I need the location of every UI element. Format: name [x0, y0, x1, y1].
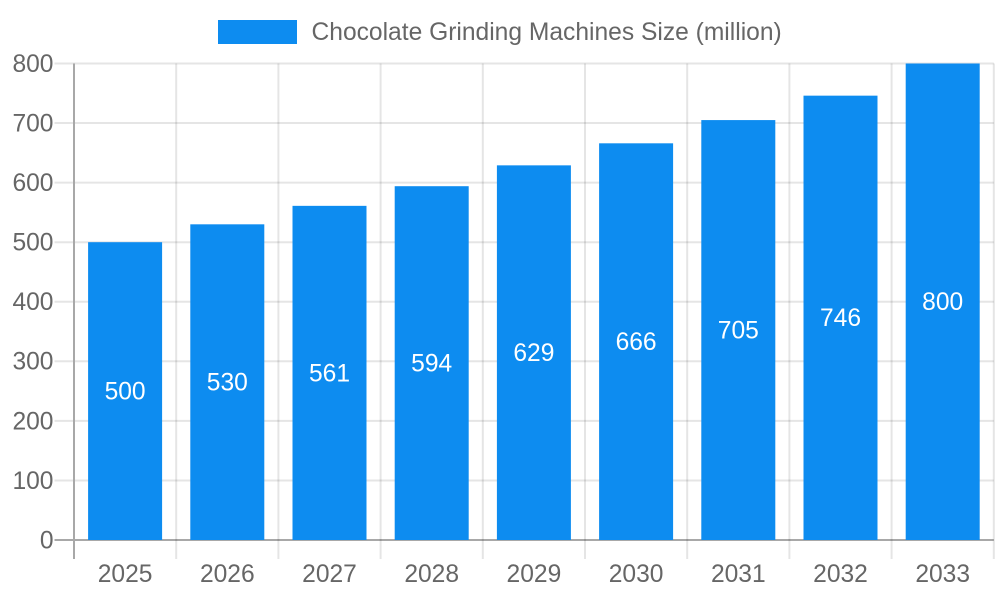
svg-text:800: 800 [922, 289, 963, 316]
svg-text:2028: 2028 [404, 561, 459, 588]
svg-text:0: 0 [40, 527, 54, 554]
svg-text:Chocolate Grinding Machines Si: Chocolate Grinding Machines Size (millio… [312, 19, 782, 46]
svg-text:561: 561 [309, 360, 350, 387]
svg-text:629: 629 [513, 340, 554, 367]
svg-text:200: 200 [12, 408, 53, 435]
svg-text:530: 530 [207, 370, 248, 397]
svg-text:2026: 2026 [200, 561, 255, 588]
svg-text:2030: 2030 [609, 561, 664, 588]
svg-text:666: 666 [616, 329, 657, 356]
svg-text:2033: 2033 [915, 561, 970, 588]
svg-text:705: 705 [718, 317, 759, 344]
svg-text:700: 700 [12, 110, 53, 137]
svg-text:500: 500 [105, 378, 146, 405]
svg-text:2032: 2032 [813, 561, 868, 588]
svg-text:100: 100 [12, 468, 53, 495]
svg-text:800: 800 [12, 51, 53, 78]
svg-text:2031: 2031 [711, 561, 766, 588]
svg-text:2027: 2027 [302, 561, 357, 588]
svg-text:400: 400 [12, 289, 53, 316]
svg-text:746: 746 [820, 305, 861, 332]
svg-text:500: 500 [12, 230, 53, 257]
svg-text:594: 594 [411, 351, 452, 378]
svg-text:300: 300 [12, 349, 53, 376]
svg-text:2029: 2029 [507, 561, 562, 588]
svg-text:2025: 2025 [98, 561, 153, 588]
svg-text:600: 600 [12, 170, 53, 197]
